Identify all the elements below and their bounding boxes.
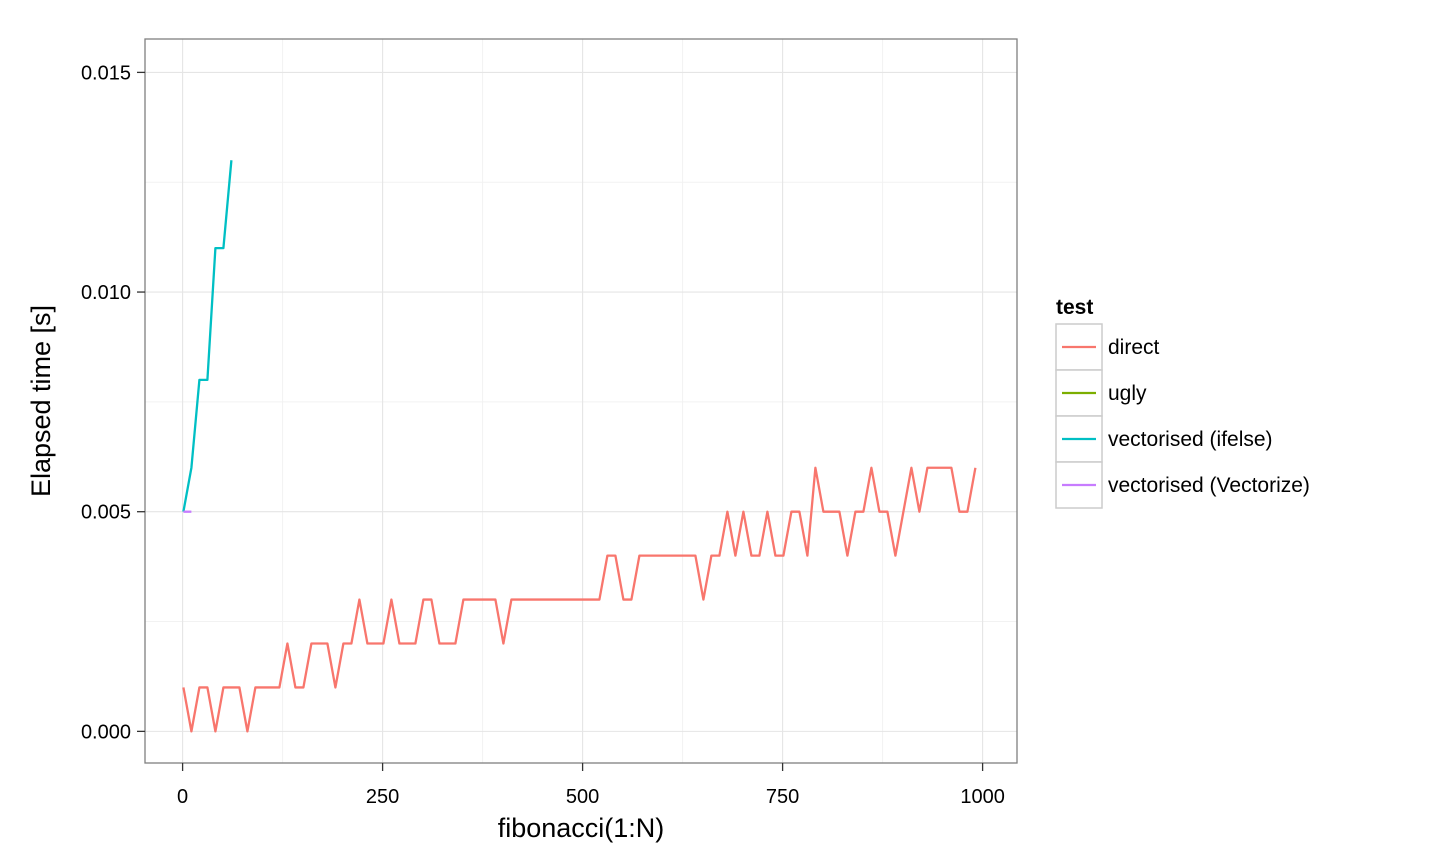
x-tick-label: 250 <box>366 786 399 808</box>
series-line-vectorised-ifelse <box>182 160 233 512</box>
plot-panel <box>145 39 1017 763</box>
y-axis: 0.000 0.005 0.010 0.015 <box>81 62 145 743</box>
legend-label-vectorised-vectorize: vectorised (Vectorize) <box>1108 474 1310 497</box>
legend-label-vectorised-ifelse: vectorised (ifelse) <box>1108 428 1273 451</box>
legend-title: test <box>1056 296 1093 319</box>
legend-label-ugly: ugly <box>1108 382 1147 405</box>
x-tick-label: 500 <box>566 786 599 808</box>
x-tick-label: 0 <box>177 786 188 808</box>
x-tick-label: 750 <box>766 786 799 808</box>
series-lines <box>182 160 977 733</box>
y-tick-label: 0.015 <box>81 62 131 84</box>
grid-major <box>145 39 1017 763</box>
plot-border <box>144 38 1018 764</box>
y-tick-label: 0.010 <box>81 282 131 304</box>
y-axis-title: Elapsed time [s] <box>26 305 56 497</box>
x-axis-title: fibonacci(1:N) <box>498 813 665 843</box>
grid-minor <box>145 39 1017 763</box>
y-tick-label: 0.000 <box>81 721 131 743</box>
x-axis: 0 250 500 750 1000 <box>177 763 1005 808</box>
series-line-direct <box>182 466 977 733</box>
y-tick-label: 0.005 <box>81 502 131 524</box>
legend-label-direct: direct <box>1108 336 1160 359</box>
x-tick-label: 1000 <box>960 786 1005 808</box>
legend: test direct ugly vectorised (ifelse) vector… <box>1055 296 1310 509</box>
